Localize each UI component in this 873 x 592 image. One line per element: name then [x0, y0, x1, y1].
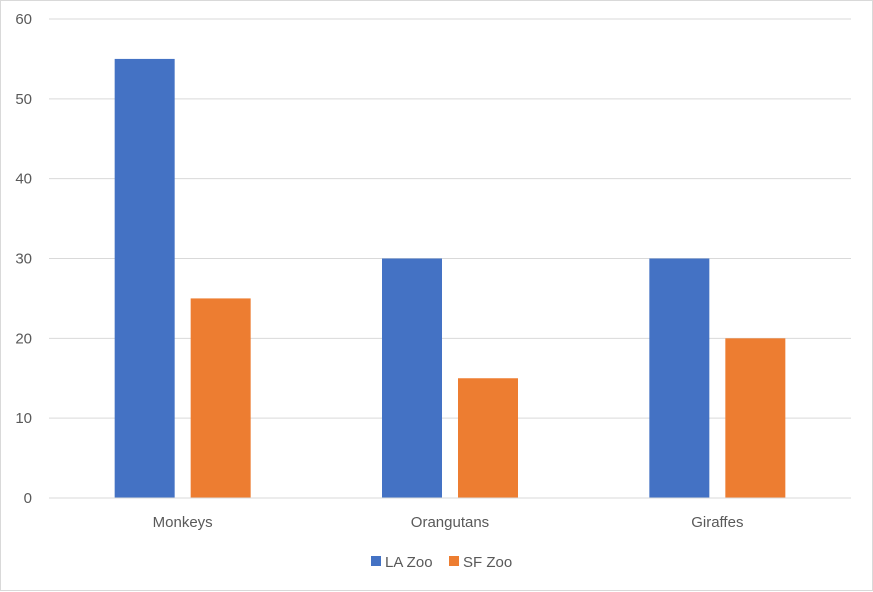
- legend-item-sf-zoo: SF Zoo: [449, 554, 512, 571]
- y-tick-label: 30: [15, 251, 32, 268]
- x-axis-tick-labels: Monkeys Orangutans Giraffes: [153, 514, 744, 531]
- legend-item-la-zoo: LA Zoo: [371, 554, 433, 571]
- y-axis-tick-labels: 0 10 20 30 40 50 60: [15, 11, 32, 507]
- y-tick-label: 10: [15, 410, 32, 427]
- y-tick-label: 0: [24, 490, 32, 507]
- bar-sf-zoo-giraffes: [725, 338, 786, 498]
- legend-swatch: [371, 556, 381, 566]
- x-tick-label: Giraffes: [691, 514, 743, 531]
- legend-label: SF Zoo: [463, 554, 512, 571]
- bar-sf-zoo-orangutans: [458, 378, 518, 498]
- gridlines: [49, 18, 851, 419]
- x-tick-label: Orangutans: [411, 514, 489, 531]
- x-tick-label: Monkeys: [153, 514, 213, 531]
- y-tick-label: 20: [15, 330, 32, 347]
- y-tick-label: 50: [15, 91, 32, 108]
- legend-swatch: [449, 556, 459, 566]
- legend: LA Zoo SF Zoo: [371, 554, 512, 571]
- bars: [114, 58, 786, 499]
- y-tick-label: 60: [15, 11, 32, 28]
- bar-la-zoo-giraffes: [649, 258, 710, 498]
- bar-sf-zoo-monkeys: [190, 298, 251, 498]
- bar-la-zoo-monkeys: [114, 58, 175, 499]
- bar-la-zoo-orangutans: [382, 258, 442, 498]
- legend-label: LA Zoo: [385, 554, 433, 571]
- y-tick-label: 40: [15, 171, 32, 188]
